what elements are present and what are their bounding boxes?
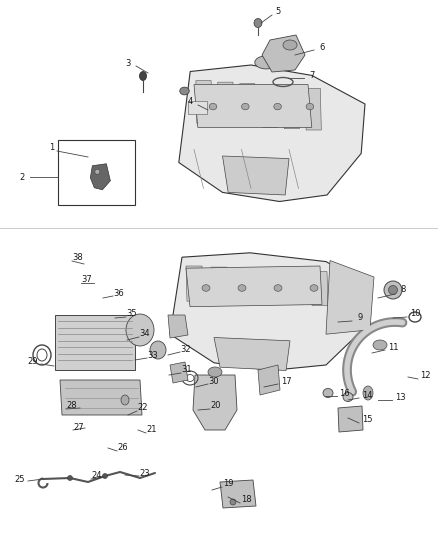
Text: 14: 14 [362,391,372,400]
Text: 24: 24 [92,472,102,481]
Text: 11: 11 [388,343,398,351]
Polygon shape [90,164,110,190]
Bar [188,101,207,115]
Polygon shape [211,267,228,302]
Polygon shape [305,88,321,130]
Ellipse shape [283,40,297,50]
Polygon shape [311,271,328,305]
Polygon shape [214,337,290,370]
Ellipse shape [121,395,129,405]
Polygon shape [220,480,256,508]
Polygon shape [262,35,305,72]
Polygon shape [236,268,253,303]
Text: 2: 2 [19,173,25,182]
Text: 5: 5 [276,7,281,17]
Text: 35: 35 [127,310,137,319]
Text: 37: 37 [81,276,92,285]
Text: 21: 21 [147,425,157,434]
Ellipse shape [306,103,314,110]
Ellipse shape [363,386,373,400]
Text: 19: 19 [223,480,233,489]
Ellipse shape [150,341,166,359]
Polygon shape [218,82,234,125]
Polygon shape [179,65,365,201]
Ellipse shape [180,87,189,95]
Polygon shape [170,362,188,383]
Text: 29: 29 [28,357,38,366]
Ellipse shape [67,475,73,481]
Ellipse shape [209,103,217,110]
Ellipse shape [230,499,236,505]
Text: 17: 17 [281,376,291,385]
Ellipse shape [343,392,353,401]
Text: 3: 3 [125,59,131,68]
Ellipse shape [389,286,398,295]
Polygon shape [286,270,303,305]
Text: 16: 16 [339,389,350,398]
Polygon shape [326,261,374,334]
Polygon shape [60,380,142,415]
Ellipse shape [126,314,154,346]
Ellipse shape [202,285,210,292]
Text: 27: 27 [74,423,84,432]
Ellipse shape [323,389,333,398]
Polygon shape [240,84,256,126]
Text: 9: 9 [357,313,363,322]
Text: 20: 20 [211,401,221,410]
Ellipse shape [384,281,402,299]
Text: 36: 36 [113,288,124,297]
Ellipse shape [255,56,278,69]
Text: 7: 7 [309,70,314,79]
Text: 25: 25 [15,475,25,484]
Ellipse shape [95,169,100,174]
Bar [55,315,135,370]
Polygon shape [196,80,212,124]
Text: 23: 23 [140,469,150,478]
Ellipse shape [238,285,246,292]
Ellipse shape [139,71,146,80]
Text: 32: 32 [181,344,191,353]
Polygon shape [261,85,278,127]
Polygon shape [258,365,280,395]
Polygon shape [186,266,322,306]
Polygon shape [193,375,237,430]
Text: 1: 1 [49,143,55,152]
Text: 18: 18 [241,496,251,505]
Ellipse shape [102,473,107,479]
Polygon shape [223,156,289,195]
Text: 4: 4 [187,98,193,107]
Ellipse shape [274,285,282,292]
Text: 13: 13 [395,392,405,401]
Polygon shape [170,253,370,370]
Text: 33: 33 [148,351,159,359]
Text: 10: 10 [410,310,420,319]
Text: 6: 6 [319,43,325,52]
Text: 12: 12 [420,372,430,381]
Text: 15: 15 [362,416,372,424]
Ellipse shape [373,340,387,350]
Ellipse shape [274,103,281,110]
Polygon shape [338,406,363,432]
Text: 28: 28 [67,401,78,410]
Text: 26: 26 [118,443,128,453]
Text: 34: 34 [140,329,150,338]
Text: 22: 22 [138,403,148,413]
Polygon shape [194,85,312,127]
Text: 30: 30 [208,376,219,385]
Ellipse shape [310,285,318,292]
Bar [58,140,135,205]
Text: 38: 38 [73,254,83,262]
Polygon shape [261,269,278,304]
Polygon shape [283,87,300,128]
Ellipse shape [208,367,222,377]
Text: 31: 31 [182,366,192,375]
Polygon shape [168,315,188,338]
Ellipse shape [254,19,262,28]
Text: 8: 8 [400,286,406,295]
Ellipse shape [241,103,249,110]
Polygon shape [186,266,203,301]
